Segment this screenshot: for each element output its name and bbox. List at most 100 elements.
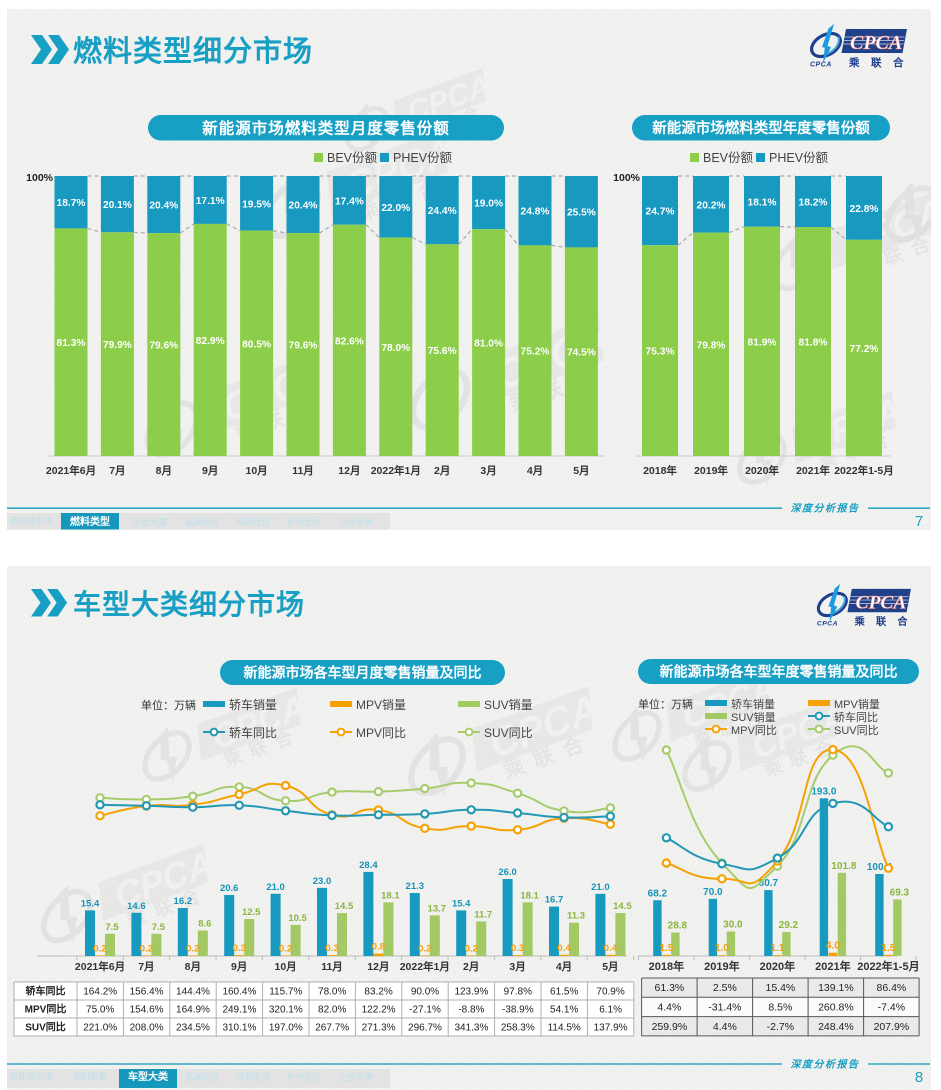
- svg-text:0.4: 0.4: [604, 943, 618, 954]
- svg-text:价格定位: 价格定位: [287, 517, 322, 527]
- svg-text:2022年1月: 2022年1月: [400, 960, 450, 973]
- svg-text:271.3%: 271.3%: [362, 1023, 396, 1034]
- svg-text:车型大类: 车型大类: [128, 1070, 168, 1083]
- svg-text:10.5: 10.5: [288, 913, 307, 924]
- svg-text:207.9%: 207.9%: [874, 1021, 910, 1033]
- svg-text:12.5: 12.5: [242, 907, 261, 918]
- svg-text:25.5%: 25.5%: [567, 208, 596, 219]
- svg-text:100%: 100%: [613, 172, 641, 184]
- svg-text:轿车销量: 轿车销量: [731, 697, 775, 711]
- svg-text:11月: 11月: [321, 961, 343, 973]
- svg-text:轿车销量: 轿车销量: [229, 697, 277, 712]
- svg-text:7月: 7月: [138, 961, 154, 973]
- svg-text:企业竞争: 企业竞争: [339, 1072, 374, 1082]
- svg-text:29.2: 29.2: [779, 920, 799, 931]
- svg-text:MPV同比: MPV同比: [356, 726, 406, 740]
- svg-text:新能源市场: 新能源市场: [10, 516, 53, 526]
- svg-text:17.1%: 17.1%: [196, 196, 225, 207]
- svg-text:-31.4%: -31.4%: [708, 1002, 741, 1014]
- svg-text:81.8%: 81.8%: [799, 338, 828, 349]
- svg-text:296.7%: 296.7%: [408, 1023, 442, 1034]
- svg-text:9月: 9月: [202, 465, 218, 477]
- svg-text:级别定位: 级别定位: [236, 517, 271, 527]
- svg-text:级别定位: 级别定位: [236, 1072, 271, 1082]
- svg-text:CPCA: CPCA: [850, 32, 902, 54]
- svg-text:价格定位: 价格定位: [287, 1072, 322, 1082]
- svg-text:乘联合: 乘联合: [848, 56, 915, 69]
- svg-text:115.7%: 115.7%: [269, 987, 302, 998]
- svg-text:114.5%: 114.5%: [548, 1023, 581, 1034]
- svg-text:8.6: 8.6: [198, 919, 211, 930]
- svg-text:320.1%: 320.1%: [269, 1005, 303, 1016]
- svg-text:深度分析报告: 深度分析报告: [791, 1059, 860, 1071]
- svg-text:MPV销量: MPV销量: [834, 697, 880, 711]
- svg-text:2021年6月: 2021年6月: [46, 464, 96, 477]
- svg-text:2020年: 2020年: [745, 464, 779, 477]
- svg-text:100.4: 100.4: [867, 862, 892, 873]
- svg-text:4月: 4月: [527, 465, 543, 477]
- svg-text:2.5%: 2.5%: [713, 982, 737, 994]
- svg-text:79.8%: 79.8%: [697, 340, 726, 351]
- svg-text:139.1%: 139.1%: [818, 982, 854, 994]
- svg-text:2021年: 2021年: [796, 464, 830, 477]
- svg-text:MPV同比: MPV同比: [731, 724, 777, 737]
- svg-text:0.3: 0.3: [325, 943, 338, 954]
- svg-text:-8.8%: -8.8%: [458, 1005, 484, 1016]
- svg-text:18.2%: 18.2%: [799, 198, 828, 209]
- svg-text:18.1: 18.1: [381, 890, 400, 901]
- svg-text:8月: 8月: [185, 961, 201, 973]
- svg-text:18.1: 18.1: [520, 890, 539, 901]
- svg-text:160.4%: 160.4%: [222, 987, 256, 998]
- svg-text:14.5: 14.5: [613, 901, 632, 912]
- svg-text:3月: 3月: [480, 465, 496, 477]
- svg-text:新能源市场各车型月度零售销量及同比: 新能源市场各车型月度零售销量及同比: [244, 665, 482, 681]
- svg-text:21.3: 21.3: [406, 881, 425, 892]
- svg-text:61.3%: 61.3%: [655, 982, 685, 994]
- svg-text:81.0%: 81.0%: [474, 339, 503, 350]
- svg-text:BEV份额: BEV份额: [703, 151, 754, 165]
- svg-text:BEV份额: BEV份额: [327, 151, 378, 165]
- svg-text:137.9%: 137.9%: [594, 1023, 628, 1034]
- svg-text:122.2%: 122.2%: [362, 1005, 396, 1016]
- svg-text:22.8%: 22.8%: [850, 204, 879, 215]
- svg-text:81.9%: 81.9%: [748, 337, 777, 348]
- svg-text:86.4%: 86.4%: [877, 982, 907, 994]
- svg-text:75.0%: 75.0%: [86, 1005, 114, 1016]
- svg-text:11.3: 11.3: [567, 911, 585, 922]
- svg-text:144.4%: 144.4%: [176, 987, 210, 998]
- svg-text:2018年: 2018年: [643, 464, 677, 477]
- svg-text:2月: 2月: [463, 961, 479, 973]
- svg-text:101.8: 101.8: [831, 861, 856, 872]
- svg-text:PHEV份额: PHEV份额: [393, 151, 453, 165]
- svg-text:19.0%: 19.0%: [474, 199, 503, 210]
- svg-text:79.6%: 79.6%: [289, 341, 318, 352]
- svg-text:20.2%: 20.2%: [697, 200, 726, 211]
- svg-text:2022年1月: 2022年1月: [371, 464, 421, 477]
- svg-text:80.7: 80.7: [759, 878, 779, 889]
- svg-text:97.8%: 97.8%: [504, 987, 532, 998]
- svg-text:28.4: 28.4: [359, 860, 378, 871]
- svg-text:2022年1-5月: 2022年1-5月: [857, 959, 919, 973]
- svg-text:11.7: 11.7: [474, 909, 492, 920]
- svg-text:-2.7%: -2.7%: [767, 1021, 794, 1033]
- svg-text:13.7: 13.7: [428, 903, 447, 914]
- svg-text:0.2: 0.2: [93, 943, 106, 954]
- svg-text:21.0: 21.0: [591, 882, 610, 893]
- svg-text:16.7: 16.7: [545, 895, 564, 906]
- svg-text:2月: 2月: [434, 465, 450, 477]
- svg-text:20.4%: 20.4%: [289, 201, 318, 212]
- svg-text:341.3%: 341.3%: [454, 1023, 488, 1034]
- svg-text:SUV销量: SUV销量: [484, 698, 533, 712]
- svg-text:24.7%: 24.7%: [646, 207, 675, 218]
- svg-text:28.8: 28.8: [668, 921, 688, 932]
- svg-text:0.2: 0.2: [140, 943, 153, 954]
- svg-text:14.6: 14.6: [127, 901, 146, 912]
- svg-text:12月: 12月: [338, 465, 360, 477]
- svg-text:11月: 11月: [292, 465, 314, 477]
- svg-text:轿车同比: 轿车同比: [229, 725, 277, 740]
- svg-text:品牌定位: 品牌定位: [185, 517, 220, 527]
- svg-text:20.4%: 20.4%: [149, 201, 178, 212]
- svg-text:208.0%: 208.0%: [130, 1023, 164, 1034]
- svg-text:PHEV份额: PHEV份额: [769, 151, 829, 165]
- svg-text:123.9%: 123.9%: [454, 987, 488, 998]
